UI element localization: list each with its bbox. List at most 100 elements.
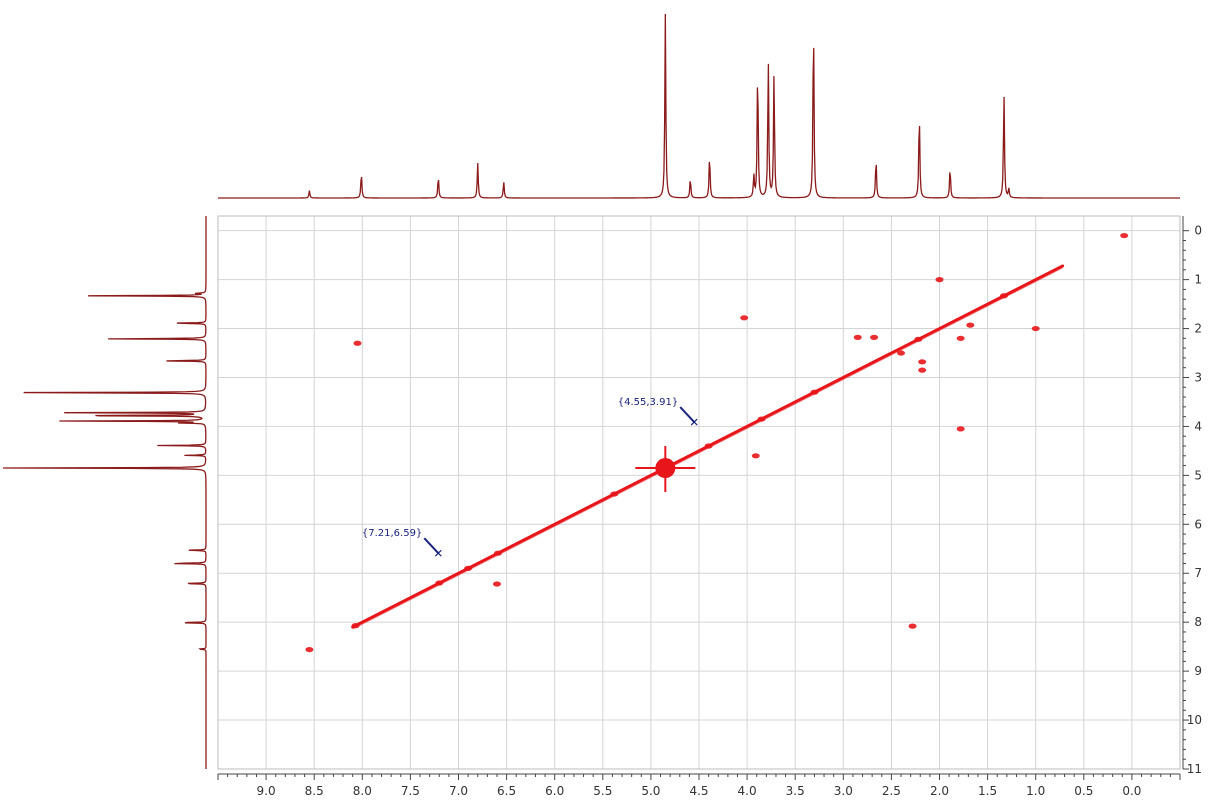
cross-peak — [853, 334, 862, 340]
x-tick-label: 2.0 — [930, 784, 949, 798]
y-tick-label: 3 — [1194, 370, 1202, 384]
y-tick-label: 8 — [1194, 615, 1202, 629]
cross-peak — [966, 322, 975, 328]
peak-annotation: {7.21,6.59} — [362, 528, 442, 557]
cross-peak-dot — [492, 581, 501, 587]
cross-peak-dot — [740, 315, 749, 321]
cross-peak — [351, 623, 360, 629]
cross-peak — [635, 446, 696, 493]
x-tick-label: 0.5 — [1074, 784, 1093, 798]
cross-peak — [870, 334, 879, 340]
cross-peaks — [305, 232, 1129, 653]
cross-peak — [956, 335, 965, 341]
cross-peak-dot — [956, 426, 965, 432]
cross-peak — [757, 416, 766, 422]
top-spectrum-trace — [218, 13, 1180, 199]
y-tick-label: 2 — [1194, 322, 1202, 336]
cross-peak-dot — [853, 334, 862, 340]
cross-peak-dot — [704, 443, 713, 449]
cross-peak — [999, 293, 1008, 299]
y-axis: 0 1 2 3 4 5 6 7 8 9 10 11 — [1182, 216, 1202, 776]
y-tick-label: 4 — [1194, 419, 1202, 433]
annotation-label: {7.21,6.59} — [362, 528, 422, 539]
cross-peak-dot — [935, 277, 944, 283]
cross-peak-dot — [757, 416, 766, 422]
y-tick-label: 9 — [1194, 664, 1202, 678]
y-tick-label: 6 — [1194, 517, 1202, 531]
cross-peak — [956, 426, 965, 432]
cross-peak-dot — [914, 336, 923, 342]
x-tick-label: 2.5 — [882, 784, 901, 798]
cross-peak — [918, 359, 927, 365]
annotation-label: {4.55,3.91} — [618, 397, 678, 408]
top-projection-spectrum — [218, 13, 1180, 199]
cross-peak — [918, 367, 927, 373]
cross-peak-dot — [751, 453, 760, 459]
cross-peak — [914, 336, 923, 342]
x-tick-label: 7.0 — [449, 784, 468, 798]
cross-peak-dot — [464, 565, 473, 571]
y-tick-label: 11 — [1187, 762, 1202, 776]
x-tick-label: 3.5 — [786, 784, 805, 798]
cross-peak — [751, 453, 760, 459]
cross-peak-dot — [966, 322, 975, 328]
x-tick-label: 8.0 — [353, 784, 372, 798]
x-tick-label: 9.0 — [257, 784, 276, 798]
cross-peak — [305, 646, 314, 653]
cross-peak — [897, 350, 906, 356]
x-axis: 9.0 8.5 8.0 7.5 7.0 6.5 6.0 5.5 5.0 4.5 4.0 3.5 3.0 2… — [217, 773, 1181, 798]
x-tick-label: 3.0 — [834, 784, 853, 798]
annotations: {7.21,6.59} {4.55,3.91} — [362, 397, 698, 557]
cross-peak-dot — [493, 550, 502, 556]
x-tick-label: 5.0 — [641, 784, 660, 798]
cross-peak — [353, 340, 362, 346]
cross-peak — [610, 491, 619, 497]
x-tick-label: 1.5 — [978, 784, 997, 798]
x-tick-label: 8.5 — [305, 784, 324, 798]
x-tick-label: 4.5 — [689, 784, 708, 798]
y-tick-label: 1 — [1194, 273, 1202, 287]
x-tick-label: 1.0 — [1026, 784, 1045, 798]
cross-peak-dot — [353, 340, 362, 346]
cross-peak — [492, 581, 501, 587]
cross-peak — [704, 443, 713, 449]
cross-peak — [1120, 232, 1129, 239]
x-tick-label: 6.0 — [545, 784, 564, 798]
left-spectrum-trace — [2, 216, 207, 769]
annotation-marker — [434, 549, 442, 557]
x-tick-label: 7.5 — [401, 784, 420, 798]
cross-peak — [740, 315, 749, 321]
cross-peak-dot — [1031, 325, 1040, 332]
plot-frame — [217, 215, 1181, 770]
y-tick-label: 0 — [1194, 224, 1202, 238]
cross-peak-dot — [918, 367, 927, 373]
cross-peak-dot — [918, 359, 927, 365]
peak-annotation: {4.55,3.91} — [618, 397, 698, 426]
cross-peak — [935, 277, 944, 283]
cross-peak — [464, 565, 473, 571]
cross-peak-dot — [1120, 232, 1129, 239]
cross-peak — [810, 389, 819, 395]
cross-peak-dot — [810, 389, 819, 395]
cross-peak-dot — [610, 491, 619, 497]
cross-peak-dot — [305, 646, 314, 653]
cross-peak-dot — [897, 350, 906, 356]
cross-peak — [1031, 325, 1040, 332]
grid-lines — [218, 216, 1180, 769]
cross-peak-dot — [999, 293, 1008, 299]
y-tick-label: 5 — [1194, 468, 1202, 482]
cross-peak-dot — [351, 623, 360, 629]
cross-peak — [908, 623, 917, 629]
cross-peak-dot — [908, 623, 917, 629]
annotation-marker — [690, 418, 698, 426]
cross-peak — [435, 580, 444, 586]
cross-peak-dot — [870, 334, 879, 340]
cross-peak-dot — [956, 335, 965, 341]
cross-peak-dot — [435, 580, 444, 586]
cross-peak — [493, 550, 502, 556]
x-tick-label: 5.5 — [593, 784, 612, 798]
x-tick-label: 4.0 — [738, 784, 757, 798]
x-tick-label: 0.0 — [1122, 784, 1141, 798]
